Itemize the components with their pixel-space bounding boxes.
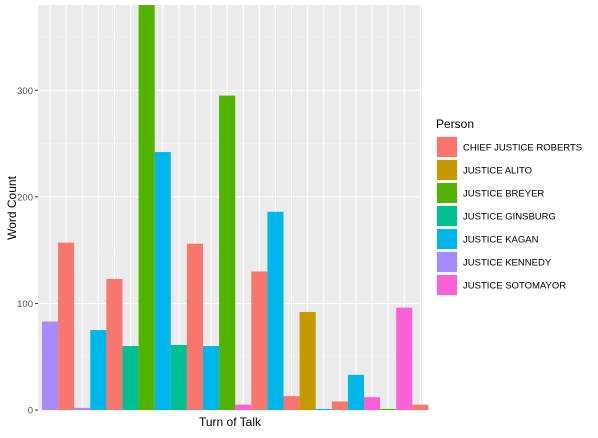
bar <box>299 311 316 410</box>
bar <box>331 401 348 410</box>
legend-swatch <box>437 275 457 295</box>
y-tick-label: 100 <box>17 299 33 310</box>
legend-label: JUSTICE KAGAN <box>463 235 539 246</box>
legend-label: JUSTICE KENNEDY <box>463 258 552 269</box>
bar <box>74 407 91 410</box>
bar <box>364 397 381 410</box>
y-tick-label: 300 <box>17 86 33 97</box>
bars <box>42 5 429 410</box>
bar <box>122 346 139 410</box>
legend-label: JUSTICE GINSBURG <box>463 212 556 223</box>
legend-label: JUSTICE ALITO <box>463 166 532 177</box>
legend-label: CHIEF JUSTICE ROBERTS <box>463 143 582 154</box>
bar <box>154 152 171 410</box>
x-axis-label: Turn of Talk <box>199 415 262 429</box>
legend-swatch <box>437 206 457 226</box>
bar <box>396 307 413 410</box>
bar <box>170 344 187 410</box>
y-axis-label: Word Count <box>5 175 19 239</box>
legend-swatch <box>437 137 457 157</box>
bar <box>203 346 220 410</box>
y-axis: 0 100 200 300 <box>17 86 38 417</box>
bar <box>90 330 107 410</box>
legend-title: Person <box>436 117 474 131</box>
legend-items: CHIEF JUSTICE ROBERTS JUSTICE ALITO JUSTIC… <box>436 136 582 296</box>
bar <box>58 242 75 410</box>
legend-swatch <box>437 183 457 203</box>
bar <box>380 408 397 410</box>
bar <box>283 396 300 410</box>
legend-label: JUSTICE SOTOMAYOR <box>463 281 566 292</box>
legend: Person CHIEF JUSTICE ROBERTS JUSTICE ALIT… <box>436 117 582 296</box>
bar <box>315 408 332 410</box>
bar <box>138 5 155 410</box>
legend-swatch <box>437 160 457 180</box>
bar <box>106 278 123 410</box>
legend-swatch <box>437 252 457 272</box>
bar <box>251 271 268 410</box>
bar <box>347 374 364 410</box>
legend-swatch <box>437 229 457 249</box>
bar <box>186 243 203 410</box>
y-tick-label: 200 <box>17 192 33 203</box>
y-tick-label: 0 <box>28 406 33 417</box>
legend-label: JUSTICE BREYER <box>463 189 544 200</box>
bar <box>267 211 284 410</box>
bar <box>412 404 429 410</box>
bar <box>219 95 236 410</box>
bar <box>42 321 59 410</box>
bar <box>235 404 252 410</box>
